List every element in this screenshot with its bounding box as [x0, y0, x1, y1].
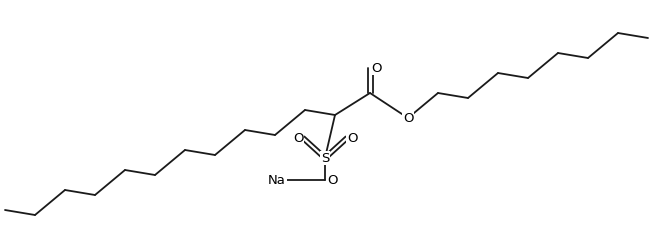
- Text: O: O: [293, 131, 303, 144]
- Text: O: O: [328, 174, 338, 187]
- Text: Na: Na: [268, 174, 286, 187]
- Text: O: O: [346, 131, 357, 144]
- Text: S: S: [321, 151, 329, 165]
- Text: O: O: [372, 62, 382, 74]
- Text: O: O: [403, 112, 413, 124]
